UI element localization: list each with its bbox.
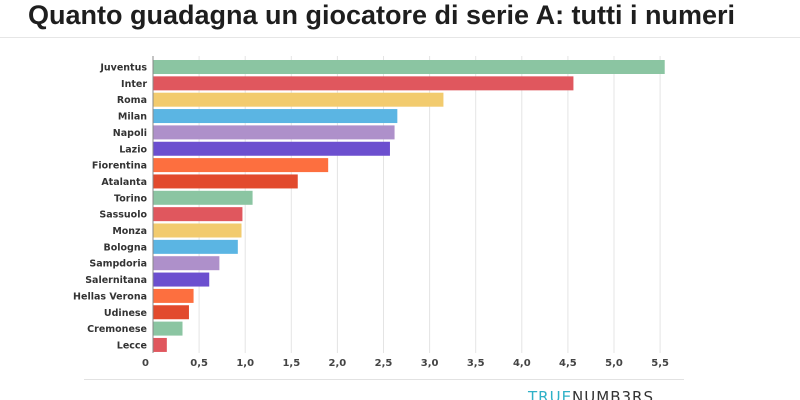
category-label: Inter (121, 79, 147, 90)
x-tick-label: 1,0 (236, 358, 254, 369)
category-label: Bologna (103, 242, 147, 253)
bar-napoli (153, 125, 395, 140)
x-tick-label: 5,5 (651, 358, 669, 369)
bar-lecce (153, 337, 167, 352)
bar-udinese (153, 305, 189, 320)
x-tick-label: 4,0 (513, 358, 531, 369)
bar-sassuolo (153, 207, 243, 222)
x-tick-label: 4,5 (559, 358, 577, 369)
x-axis-tick-labels: 0 0,5 1,0 1,5 2,0 2,5 3,0 3,5 4,0 4,5 5,0 5,5 (142, 358, 669, 369)
bar-monza (153, 223, 242, 238)
x-tick-label: 2,5 (375, 358, 393, 369)
bar-lazio (153, 141, 390, 156)
category-label: Juventus (99, 63, 147, 74)
category-label: Monza (112, 226, 147, 237)
x-tick-label: 2,0 (329, 358, 347, 369)
bar-bologna (153, 239, 238, 254)
footer-divider (84, 379, 684, 380)
category-label: Torino (114, 193, 147, 204)
bar-sampdoria (153, 256, 220, 271)
category-label: Roma (117, 95, 147, 106)
category-label: Lecce (117, 340, 147, 351)
category-labels: Juventus Inter Roma Milan Napoli Lazio Fiorent… (73, 63, 147, 352)
truenumbers-logo: TRUENUMB3RS (528, 388, 654, 400)
category-label: Udinese (104, 308, 147, 319)
x-tick-label: 5,0 (605, 358, 623, 369)
bar-roma (153, 92, 444, 107)
bar-cremonese (153, 321, 183, 336)
page-title: Quanto guadagna un giocatore di serie A:… (28, 0, 736, 30)
category-label: Hellas Verona (73, 291, 147, 302)
logo-text-numbers: NUMB3RS (572, 388, 654, 400)
bar-atalanta (153, 174, 298, 189)
category-label: Salernitana (85, 275, 147, 286)
bar-juventus (153, 60, 665, 74)
bar-fiorentina (153, 158, 329, 173)
category-label: Sampdoria (89, 259, 147, 270)
category-label: Fiorentina (92, 161, 147, 172)
category-label: Napoli (113, 128, 147, 139)
x-tick-label: 3,0 (421, 358, 439, 369)
bar-hellas-verona (153, 288, 194, 303)
bar-salernitana (153, 272, 210, 287)
category-label: Milan (118, 112, 147, 123)
bars (153, 60, 665, 352)
title-divider (0, 37, 800, 38)
bar-milan (153, 109, 398, 124)
category-label: Atalanta (101, 177, 147, 188)
x-tick-label: 0 (142, 358, 149, 369)
category-label: Cremonese (87, 324, 147, 335)
bar-inter (153, 76, 574, 91)
x-tick-label: 1,5 (282, 358, 300, 369)
x-tick-label: 0,5 (190, 358, 208, 369)
logo-text-true: TRUE (528, 388, 573, 400)
x-tick-label: 3,5 (467, 358, 485, 369)
category-label: Lazio (119, 144, 147, 155)
bar-torino (153, 190, 253, 205)
category-label: Sassuolo (99, 210, 147, 221)
